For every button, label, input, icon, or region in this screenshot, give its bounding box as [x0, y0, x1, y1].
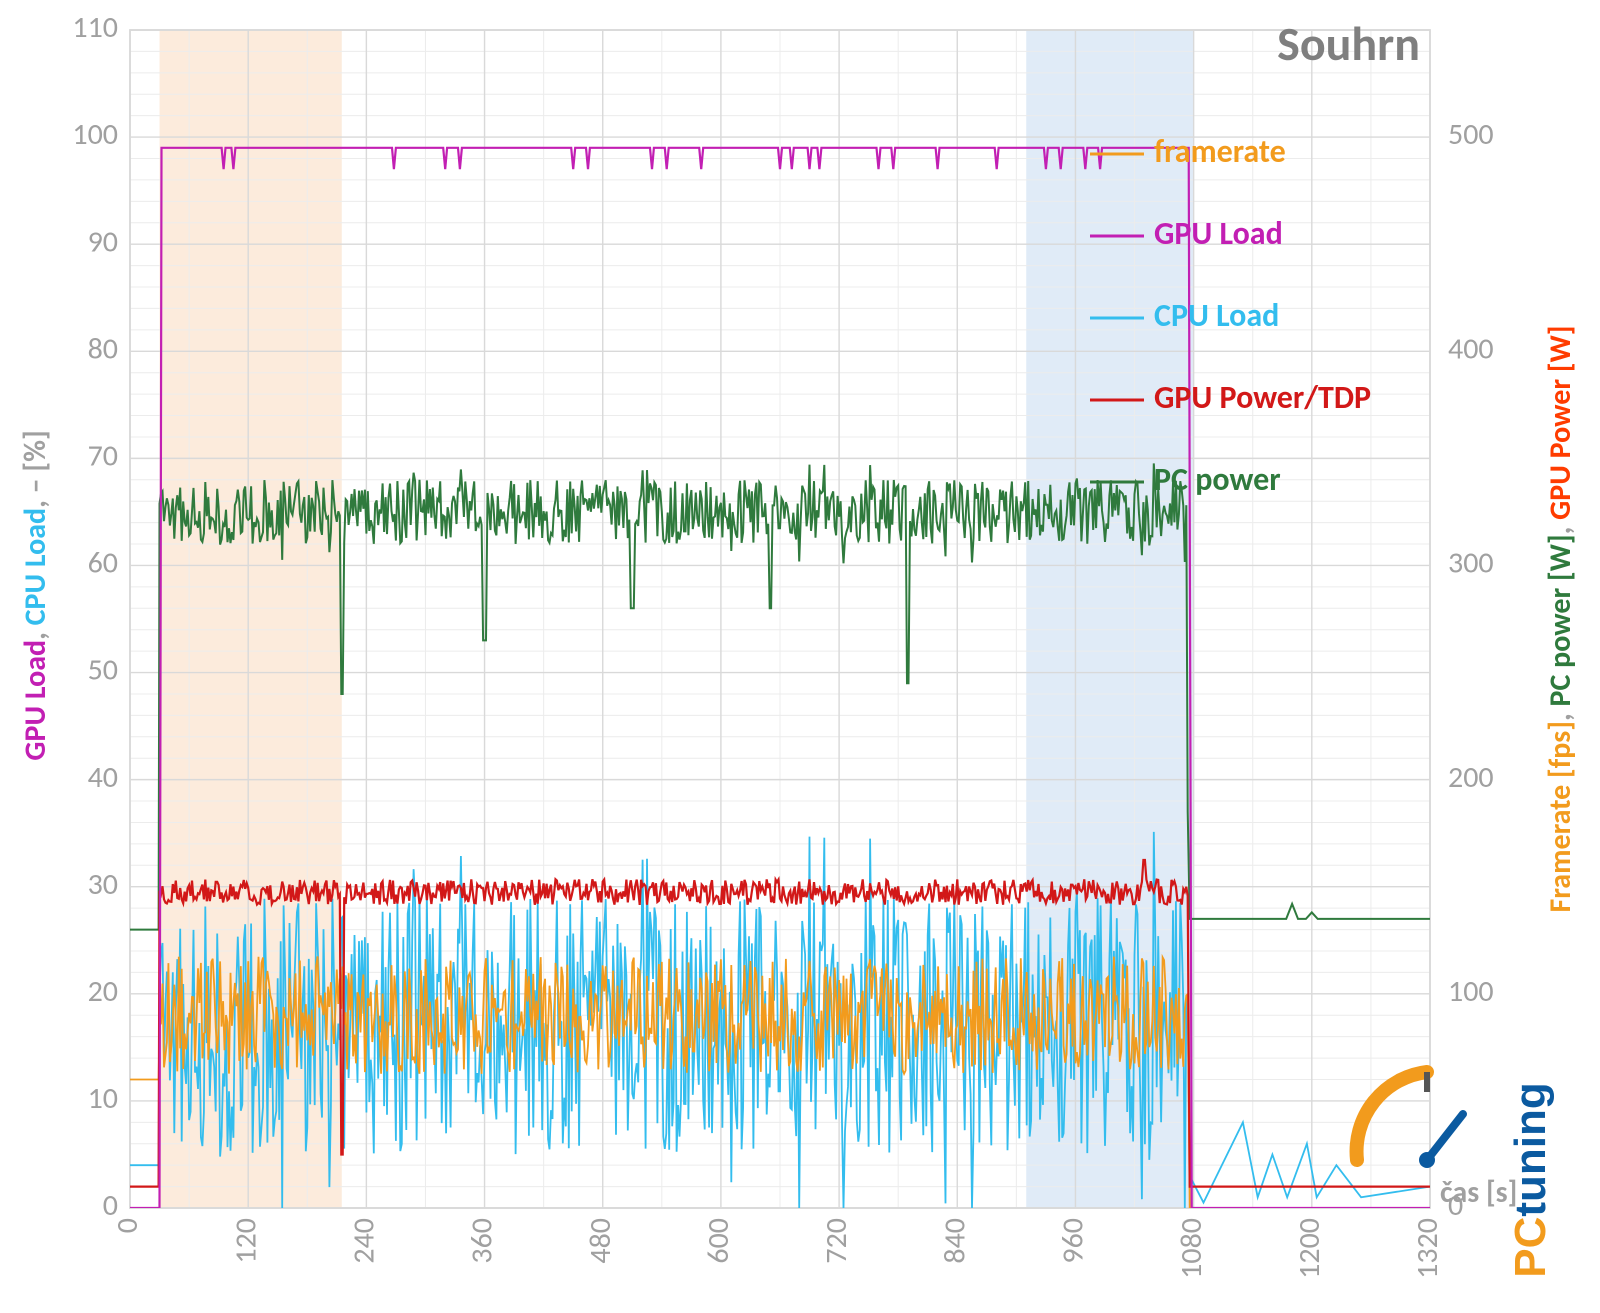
y-left-tick-label: 60 — [88, 545, 118, 582]
y-right-tick-label: 200 — [1448, 759, 1494, 796]
x-tick-label: 840 — [936, 1218, 973, 1264]
x-tick-label: 960 — [1055, 1218, 1092, 1264]
y-left-tick-label: 0 — [103, 1187, 118, 1224]
y-right-tick-label: 400 — [1448, 330, 1494, 367]
y-left-tick-label: 40 — [88, 759, 118, 796]
legend-label: CPU Load — [1154, 296, 1279, 335]
summary-chart: 0120240360480600720840960108012001320010… — [0, 0, 1600, 1313]
y-left-tick-label: 10 — [88, 1080, 118, 1117]
y-left-axis-label: GPU Load, CPU Load, – [%] — [17, 430, 54, 760]
x-tick-label: 1080 — [1173, 1218, 1210, 1279]
legend-label: framerate — [1154, 132, 1286, 171]
y-left-tick-label: 100 — [72, 116, 118, 153]
y-left-tick-label: 70 — [88, 438, 118, 475]
x-tick-label: 720 — [818, 1218, 855, 1264]
y-right-tick-label: 500 — [1448, 116, 1494, 153]
x-tick-label: 480 — [582, 1218, 619, 1264]
chart-title: Souhrn — [1277, 14, 1420, 73]
legend-label: PC power — [1154, 460, 1281, 499]
x-tick-label: 240 — [346, 1218, 383, 1264]
x-tick-label: 1200 — [1291, 1218, 1328, 1279]
legend-label: GPU Load — [1154, 214, 1283, 253]
y-right-tick-label: 100 — [1448, 973, 1494, 1010]
y-left-tick-label: 20 — [88, 973, 118, 1010]
legend-label: GPU Power/TDP — [1154, 378, 1371, 417]
x-tick-label: 1320 — [1409, 1218, 1446, 1279]
y-left-tick-label: 30 — [88, 866, 118, 903]
x-tick-label: 360 — [464, 1218, 501, 1264]
y-right-axis-label: Framerate [fps], PC power [W], GPU Power… — [1542, 326, 1579, 913]
x-tick-label: 600 — [700, 1218, 737, 1264]
y-left-tick-label: 80 — [88, 330, 118, 367]
y-left-tick-label: 50 — [88, 652, 118, 689]
x-tick-label: 120 — [227, 1218, 264, 1264]
svg-text:PCtuning: PCtuning — [1506, 1082, 1555, 1278]
y-right-tick-label: 300 — [1448, 545, 1494, 582]
y-left-tick-label: 110 — [72, 9, 118, 46]
chart-container: 0120240360480600720840960108012001320010… — [0, 0, 1600, 1313]
y-left-tick-label: 90 — [88, 223, 118, 260]
